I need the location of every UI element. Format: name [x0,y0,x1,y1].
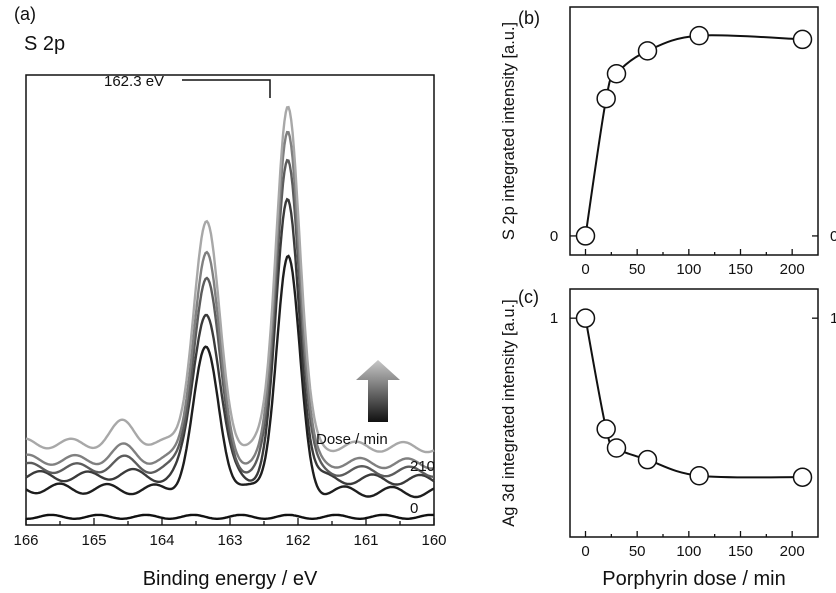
panel-b-ytick-label: 0 [550,228,558,245]
panel-c-label: (c) [518,287,539,307]
panel-a-xticks: 166 165 164 163 162 161 160 [13,518,447,549]
panel-b-xtick-label: 0 [581,261,589,278]
peak-annotation-bracket [182,79,271,98]
panel-c-plot: 0 50 100 150 200 1 1 [550,308,836,560]
panel-a: (a) S 2p 166 165 164 163 162 161 160 Binding e… [13,4,446,590]
panel-c: (c) Ag 3d integrated intensity [a.u.] 0 5… [500,287,836,590]
panel-b-xtick-label: 150 [728,261,753,278]
panel-a-xtick-label: 160 [421,532,446,549]
spectrum-dose-60 [25,158,434,478]
panel-a-spectra [25,105,435,520]
panel-c-fit-line [584,317,803,479]
spectrum-dose-0 [26,513,435,520]
panel-b-ytick-label-right: 0 [830,228,836,245]
panel-b-data-point [637,41,658,61]
panel-a-xtick-label: 161 [353,532,378,549]
panel-c-xtick-label: 50 [629,543,646,560]
panel-a-xtick-label: 165 [81,532,106,549]
panel-a-xtick-label: 166 [13,532,38,549]
panel-b-ylabel: S 2p integrated intensity [a.u.] [500,22,518,240]
panel-c-xlabel: Porphyrin dose / min [602,568,785,590]
dose-legend: Dose / min 210 0 [316,360,435,517]
panel-b-xtick-label: 200 [780,261,805,278]
panel-a-xtick-label: 163 [217,532,242,549]
panel-c-frame [569,288,819,538]
panel-a-xtick-label: 162 [285,532,310,549]
panel-a-frame [25,74,435,526]
panel-b-fit-line [584,34,803,237]
dose-start-label: 0 [410,500,418,517]
panel-c-data-point [637,449,658,470]
spectrum-dose-30 [25,197,435,486]
panel-b-data-point [689,25,709,46]
panel-c-xtick-label: 150 [728,543,753,560]
spectrum-dose-20 [25,254,435,499]
panel-b-data-point [606,64,627,84]
panel-b-frame [569,6,819,256]
panel-c-ylabel: Ag 3d integrated intensity [a.u.] [500,299,518,526]
spectrum-dose-110 [25,130,435,470]
panel-c-data-point [596,419,616,439]
peak-annotation: 162.3 eV [104,73,271,98]
spectrum-dose-210 [25,105,435,454]
dose-end-label: 210 [410,458,435,475]
dose-legend-label: Dose / min [316,431,388,448]
panel-c-data-point [792,467,813,487]
panel-b-data-point [575,226,596,246]
panel-b-data-point [596,88,616,109]
peak-annotation-label: 162.3 eV [104,73,164,90]
panel-c-data-point [689,465,709,486]
panel-b-plot: 0 50 100 150 200 0 0 [550,25,836,278]
panel-b-xtick-label: 100 [676,261,701,278]
panel-c-xtick-label: 100 [676,543,701,560]
panel-c-data-point [606,438,627,458]
panel-a-title: S 2p [24,33,65,55]
panel-b-label: (b) [518,8,540,28]
panel-b-data-point [792,29,813,50]
panel-c-ytick-label: 1 [550,310,558,327]
panel-a-xlabel: Binding energy / eV [143,568,318,590]
panel-c-xtick-label: 0 [581,543,589,560]
panel-a-label: (a) [14,4,36,24]
panel-b-xtick-label: 50 [629,261,646,278]
panel-b: (b) S 2p integrated intensity [a.u.] 0 50… [500,6,836,278]
panel-a-xtick-label: 164 [149,532,174,549]
panel-c-data-point [575,308,596,328]
dose-arrow-icon [356,360,400,422]
panel-c-xtick-label: 200 [780,543,805,560]
panel-c-ytick-label-right: 1 [830,310,836,327]
